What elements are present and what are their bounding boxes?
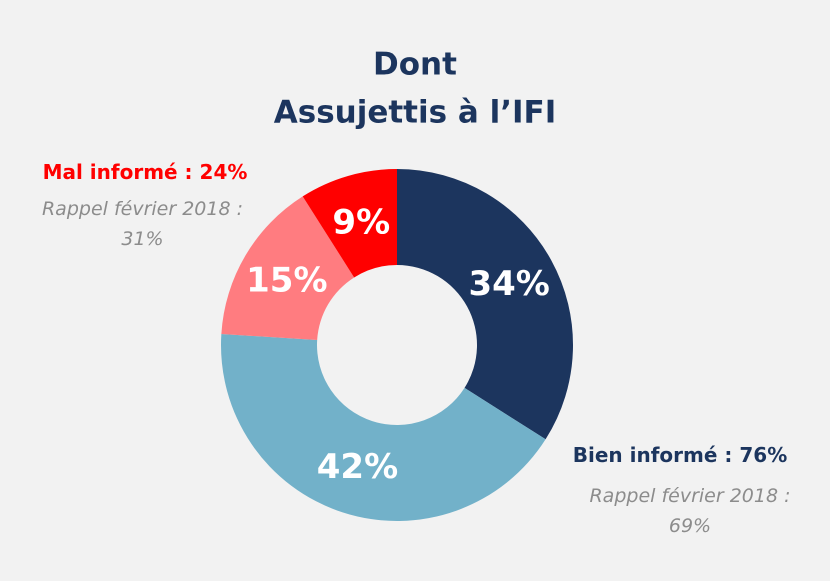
annotation: Mal informé : 24% bbox=[42, 160, 248, 184]
annotation: Rappel février 2018 : 69% bbox=[589, 485, 791, 537]
data-label: 34% bbox=[468, 264, 549, 304]
chart-title: Assujettis à l’IFI bbox=[274, 95, 556, 131]
donut-slice bbox=[302, 169, 397, 278]
donut-slice bbox=[220, 333, 546, 521]
data-label: 9% bbox=[332, 203, 390, 243]
donut-slice bbox=[221, 196, 355, 340]
chart-title: Dont bbox=[373, 47, 457, 83]
donut-slice bbox=[397, 169, 574, 440]
annotation: Bien informé : 76% bbox=[572, 443, 788, 467]
data-label: 42% bbox=[317, 447, 398, 487]
annotation: Rappel février 2018 : 31% bbox=[41, 198, 244, 250]
data-label: 15% bbox=[246, 260, 327, 300]
